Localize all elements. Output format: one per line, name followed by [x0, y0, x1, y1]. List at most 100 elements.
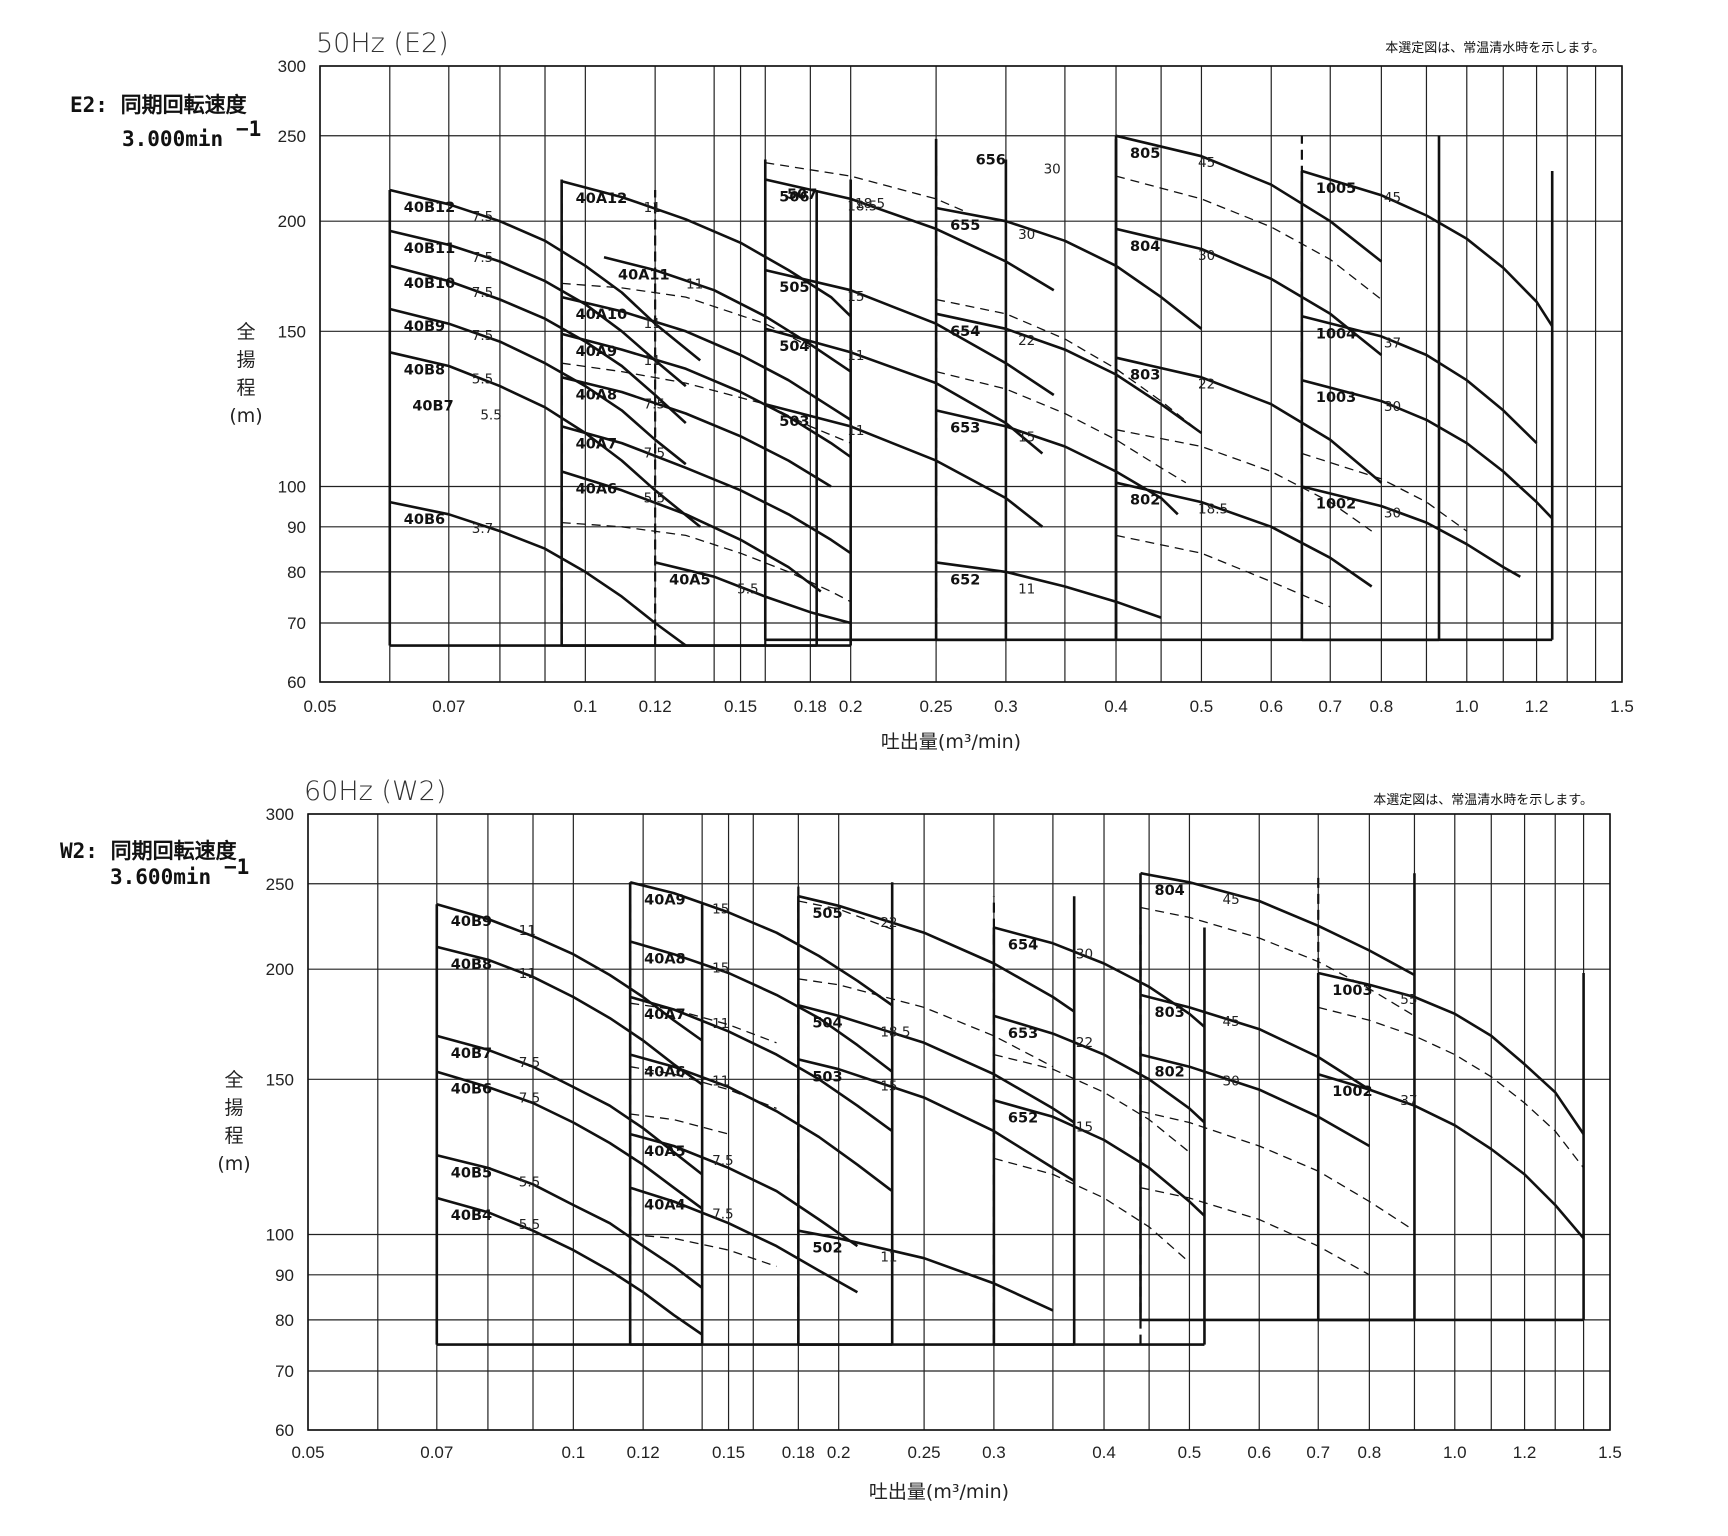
curve-40b7: [436, 1034, 703, 1176]
model-label: 40A4: [644, 1198, 686, 1214]
chart-title: 60Hz (W2): [304, 776, 446, 807]
curve-503: [764, 402, 1044, 528]
curve-40a5: [654, 561, 852, 625]
model-label: 40B7: [412, 398, 453, 414]
curve-1004: [1301, 315, 1538, 445]
kw-label: 5.5: [737, 581, 758, 597]
model-label: 40B6: [451, 1082, 492, 1098]
y-tick-label: 250: [266, 875, 294, 894]
y-tick-label: 150: [266, 1070, 294, 1089]
kw-label: 30: [1018, 227, 1035, 243]
curve-40a12: [561, 179, 852, 318]
speed-unit: −1: [236, 117, 261, 141]
kw-label: 7.5: [472, 209, 493, 225]
x-tick-label: 1.2: [1513, 1443, 1537, 1462]
model-label: 40A5: [644, 1144, 686, 1160]
model-label: 40B9: [404, 319, 445, 335]
curve-40a7: [629, 995, 893, 1133]
x-axis-label: 吐出量(m³/min): [869, 1481, 1009, 1503]
y-tick-label: 60: [287, 673, 306, 692]
kw-label: 45: [1223, 1014, 1240, 1030]
model-label: 655: [950, 218, 980, 234]
y-tick-label: 100: [278, 477, 306, 496]
x-tick-label: 0.2: [827, 1443, 851, 1462]
x-tick-label: 0.4: [1092, 1443, 1116, 1462]
dashed-curve: [798, 978, 1054, 1068]
model-label: 656: [976, 152, 1006, 168]
curve-40a9: [561, 332, 852, 459]
curve-653: [993, 1014, 1206, 1124]
dashed-curve: [993, 1157, 1190, 1263]
x-tick-label: 0.7: [1306, 1443, 1330, 1462]
curve-804: [1140, 871, 1416, 977]
kw-label: 11: [519, 923, 536, 939]
kw-label: 30: [1198, 248, 1215, 264]
curve-40b6: [436, 1070, 703, 1210]
y-axis-label: 程: [224, 1125, 243, 1147]
curve-1002: [1301, 485, 1521, 578]
kw-label: 5.5: [480, 407, 501, 423]
dashed-curve: [630, 1066, 777, 1110]
dashed-curve: [1318, 1006, 1585, 1169]
speed-title: W2: 同期回転速度: [60, 839, 237, 863]
curve-805: [1115, 134, 1383, 263]
model-label: 40A8: [644, 952, 686, 968]
kw-label: 45: [1198, 155, 1215, 171]
x-tick-label: 0.15: [724, 697, 757, 716]
y-axis-label: (m): [217, 1153, 250, 1175]
model-label: 1002: [1316, 496, 1356, 512]
curve-40a5: [629, 1132, 859, 1248]
model-label: 1003: [1332, 983, 1372, 999]
curve-40b8: [436, 945, 703, 1086]
x-tick-label: 0.25: [908, 1443, 941, 1462]
kw-label: 11: [644, 200, 661, 216]
kw-label: 30: [1044, 161, 1061, 177]
curve-1003: [1317, 971, 1585, 1135]
y-axis-label: 全: [236, 321, 255, 343]
y-tick-label: 80: [275, 1311, 294, 1330]
plot-frame: [319, 65, 1623, 683]
model-label: 40B11: [404, 241, 455, 257]
x-tick-label: 0.8: [1358, 1443, 1382, 1462]
x-tick-label: 1.0: [1455, 697, 1479, 716]
model-label: 40A6: [576, 481, 618, 497]
kw-label: 7.5: [472, 285, 493, 301]
kw-label: 22: [880, 915, 897, 931]
model-label: 40A9: [644, 892, 686, 908]
model-label: 805: [1130, 146, 1160, 162]
curve-505: [765, 268, 1055, 397]
x-tick-label: 0.05: [303, 697, 336, 716]
model-label: 40B10: [404, 276, 455, 292]
kw-label: 30: [1384, 505, 1401, 521]
model-label: 802: [1155, 1065, 1185, 1081]
chart-note: 本選定図は、常温清水時を示します。: [1385, 41, 1605, 56]
curve-40b6: [389, 500, 687, 647]
chart-note: 本選定図は、常温清水時を示します。: [1373, 793, 1593, 808]
kw-label: 11: [644, 316, 661, 332]
x-tick-label: 0.07: [432, 697, 465, 716]
dashed-curve: [993, 1053, 1190, 1153]
y-tick-label: 300: [266, 805, 294, 824]
y-tick-label: 100: [266, 1225, 294, 1244]
dashed-curve: [1115, 534, 1331, 608]
kw-label: 55: [1400, 992, 1417, 1008]
curve-40a6: [629, 1053, 893, 1193]
x-tick-label: 0.8: [1370, 697, 1394, 716]
dashed-curve: [798, 900, 893, 930]
dashed-curve: [561, 282, 811, 348]
curve-40b9: [436, 902, 703, 1042]
curve-40a4: [629, 1186, 859, 1294]
y-tick-label: 150: [278, 322, 306, 341]
dashed-curve: [630, 1002, 777, 1044]
model-label: 504: [812, 1015, 842, 1031]
x-tick-label: 0.25: [920, 697, 953, 716]
y-tick-label: 90: [275, 1266, 294, 1285]
model-label: 654: [1008, 938, 1038, 954]
kw-label: 18.5: [880, 1024, 910, 1040]
curve-503: [797, 1058, 1075, 1183]
model-label: 40A9: [576, 344, 618, 360]
dashed-curve: [561, 362, 851, 444]
curve-40b11: [389, 229, 687, 388]
model-label: 652: [1008, 1110, 1038, 1126]
